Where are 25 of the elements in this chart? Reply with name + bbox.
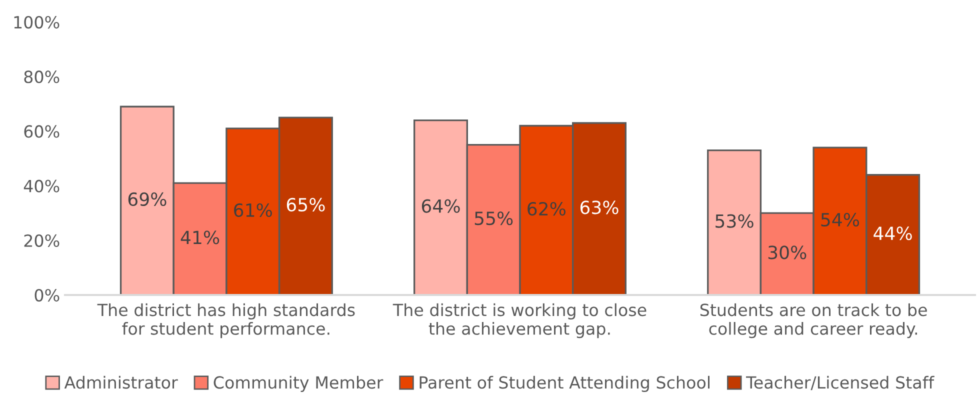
text: 63% <box>580 200 618 214</box>
legend-label: Community Member <box>214 376 384 392</box>
text: 64% <box>422 199 460 213</box>
text: 62% <box>528 202 566 216</box>
text: 30% <box>768 246 806 260</box>
legend-label: Administrator <box>64 376 178 389</box>
text: 61% <box>234 203 272 217</box>
y-tick-label: 100% <box>14 16 60 29</box>
text: 55% <box>474 212 513 226</box>
text: 65% <box>286 198 325 212</box>
text: 53% <box>716 214 754 228</box>
legend-label: Teacher/Licensed Staff <box>746 376 934 390</box>
x-tick-label: Students are on track to be college and career ready. <box>700 303 927 338</box>
x-tick-label: The district is working to close the achievement gap. <box>392 303 646 338</box>
y-tick-label: 40% <box>24 180 60 192</box>
y-tick-label: 80% <box>24 70 60 84</box>
text: 54% <box>821 212 860 227</box>
y-tick-label: 20% <box>24 234 60 247</box>
text: 41% <box>180 230 220 244</box>
y-tick-label: 0% <box>34 288 60 302</box>
text: 69% <box>128 192 166 206</box>
text: 44% <box>874 226 912 240</box>
legend-label: Parent of Student Attending School <box>420 376 710 392</box>
y-tick-label: 60% <box>24 125 60 138</box>
x-tick-label: The district has high standards for student performance. <box>97 303 355 338</box>
